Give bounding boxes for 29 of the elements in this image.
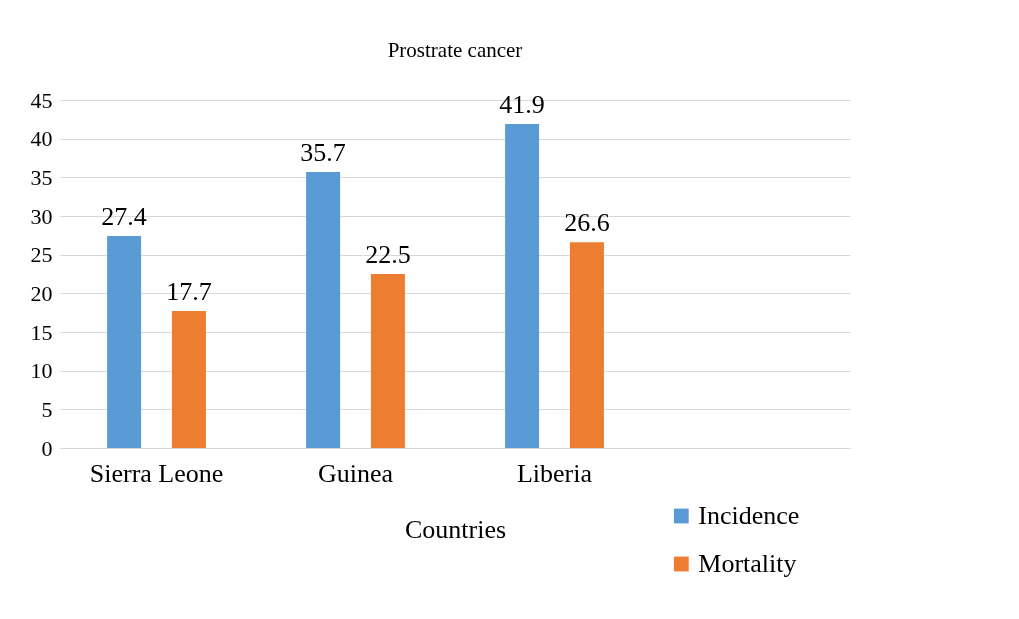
data-label: 26.6 [564, 208, 610, 238]
y-tick-label: 45 [30, 87, 53, 113]
data-label: 41.9 [499, 89, 545, 119]
data-label: 27.4 [101, 202, 147, 232]
x-axis-title: Countries [404, 514, 507, 544]
y-tick-label: 5 [41, 396, 53, 422]
x-tick-label: Liberia [516, 458, 593, 488]
x-tick-label: Guinea [317, 458, 394, 488]
y-tick-label: 35 [30, 164, 53, 190]
bar [171, 311, 206, 448]
y-tick-label: 20 [30, 280, 53, 306]
y-tick-label: 0 [41, 435, 53, 461]
data-label: 22.5 [365, 240, 411, 269]
chart-title: Prostrate cancer [387, 38, 523, 62]
data-label: 35.7 [300, 137, 346, 167]
bar [107, 236, 142, 448]
y-tick-label: 40 [30, 126, 53, 152]
bar [370, 274, 405, 448]
y-tick-label: 10 [30, 358, 53, 384]
bar [569, 242, 604, 448]
legend-label: Incidence [698, 501, 800, 530]
y-tick-label: 25 [30, 242, 53, 268]
x-tick-label: Sierra Leone [89, 458, 224, 488]
legend-label: Mortality [698, 549, 797, 578]
bar [306, 171, 341, 448]
y-tick-label: 15 [30, 319, 53, 345]
bar [505, 123, 540, 448]
y-tick-label: 30 [30, 203, 53, 229]
data-label: 17.7 [166, 277, 212, 307]
